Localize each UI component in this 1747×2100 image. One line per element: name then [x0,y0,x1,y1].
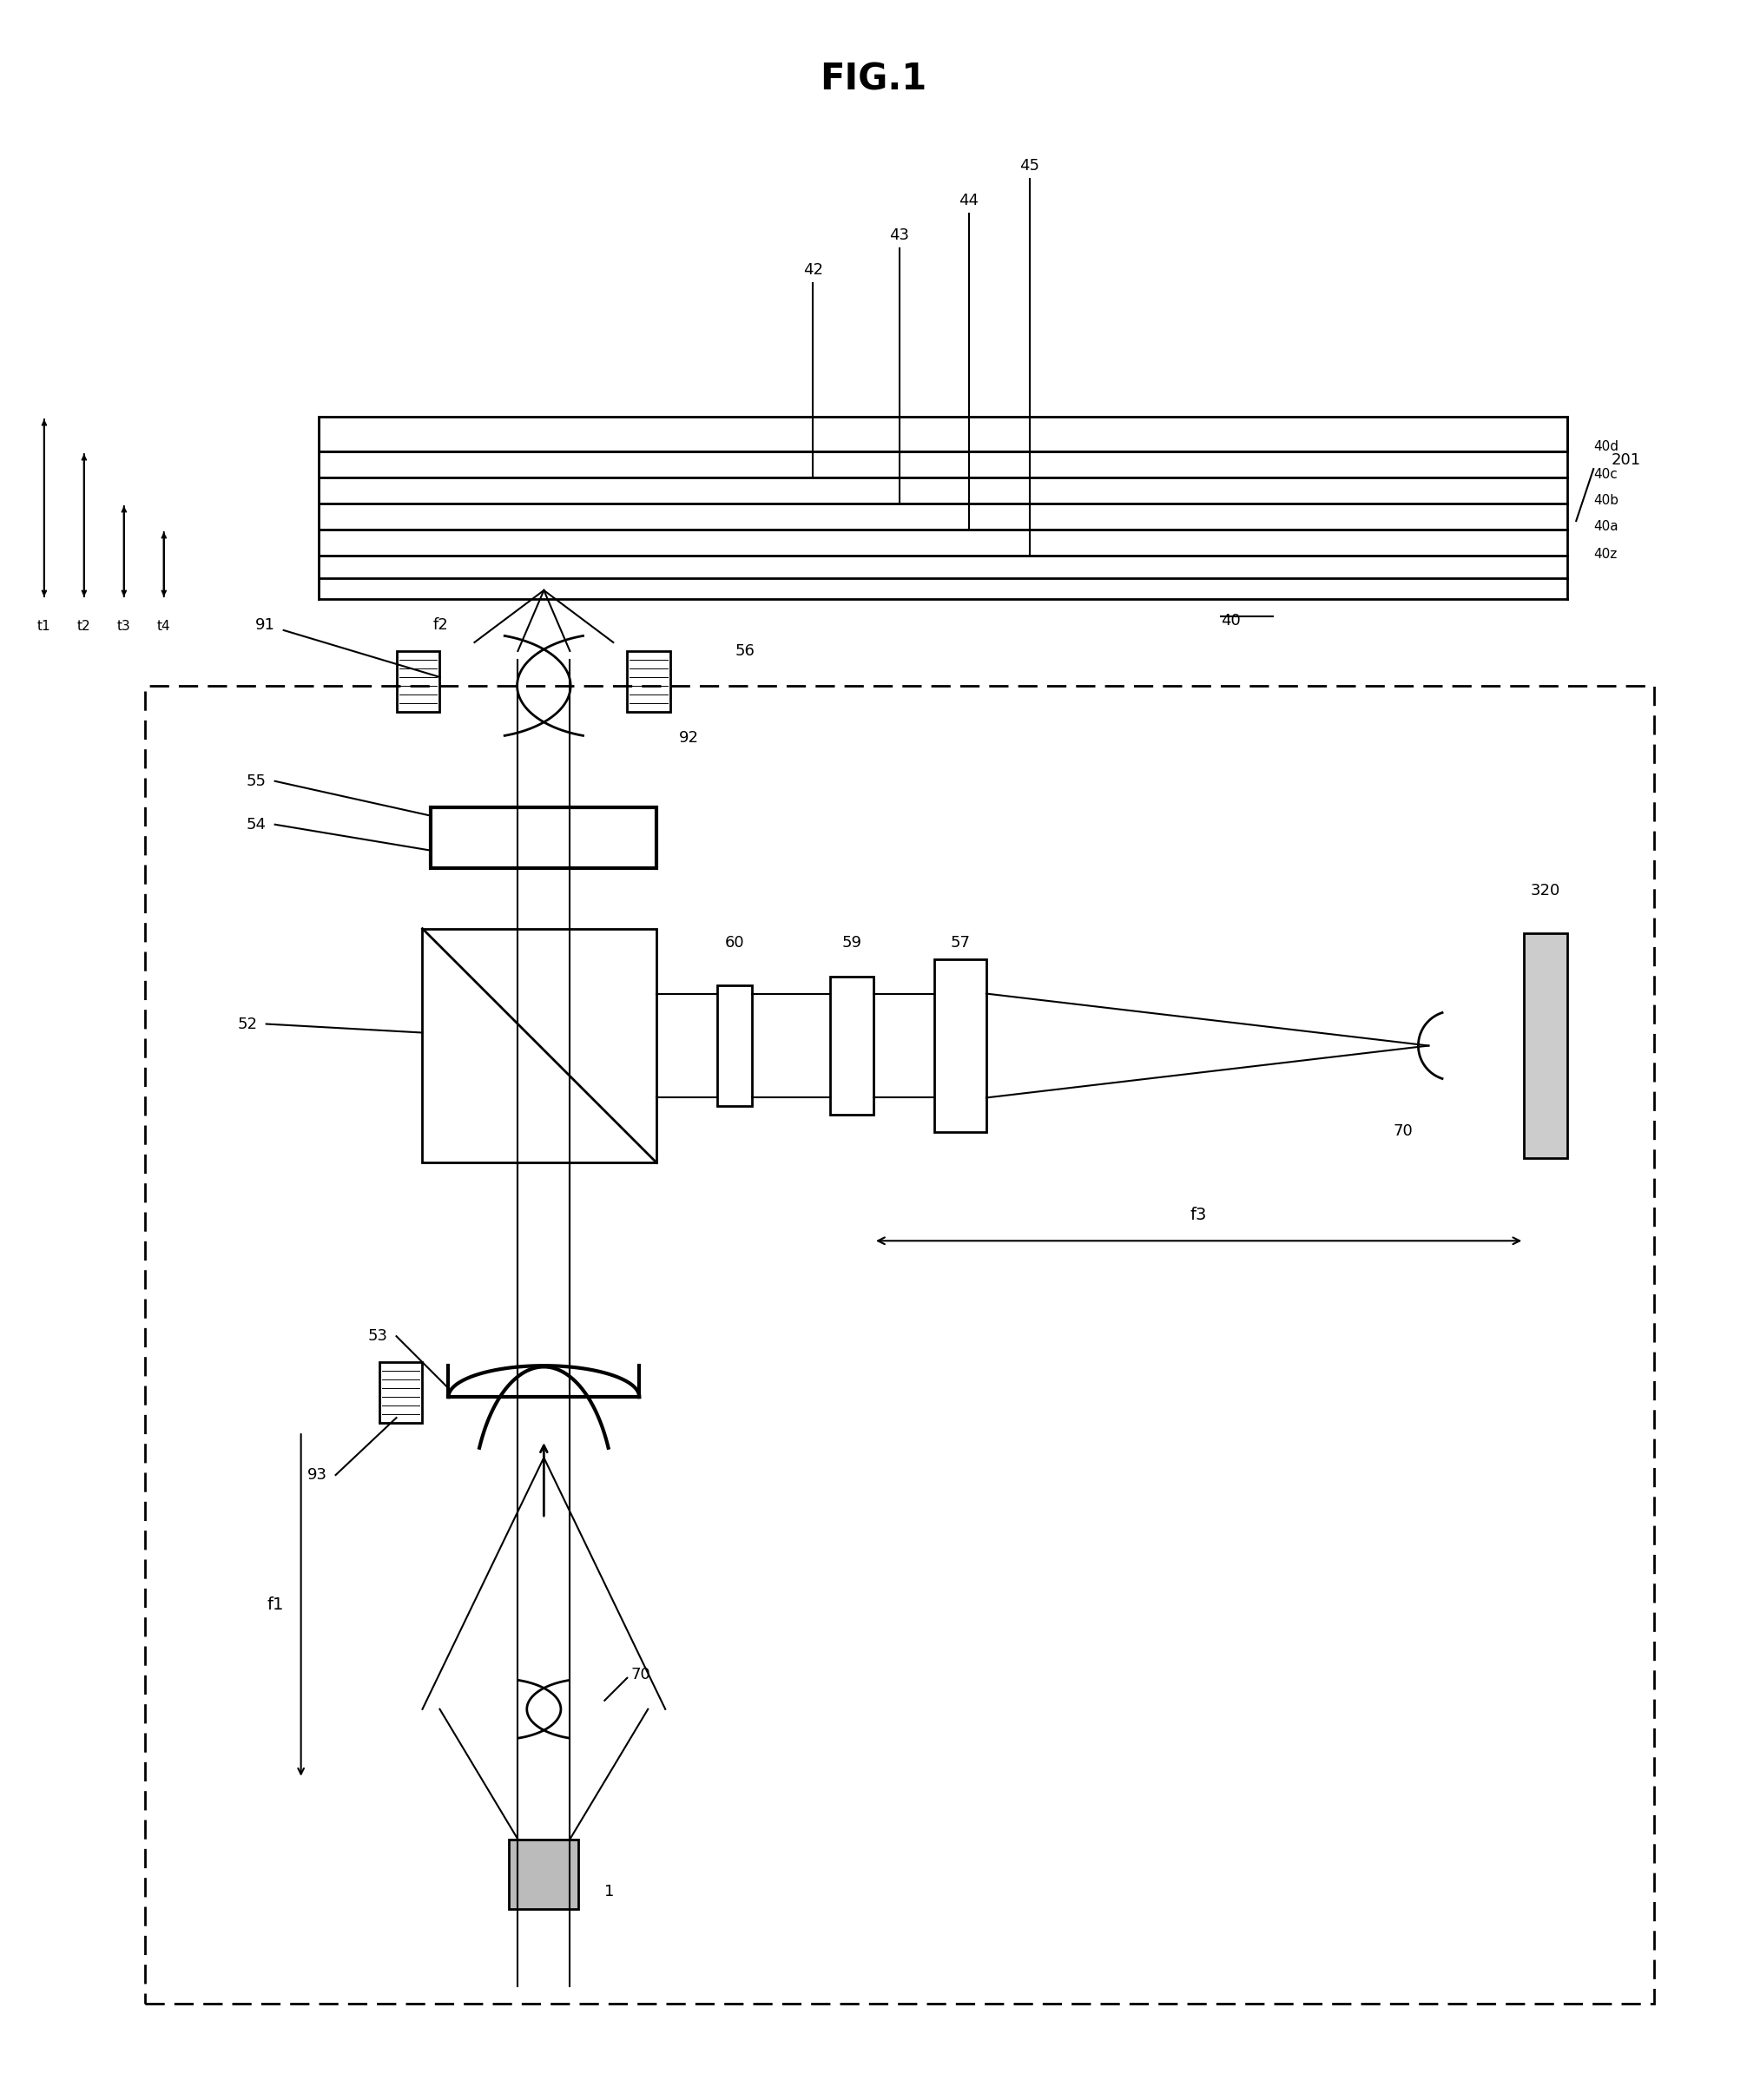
Bar [508,1840,578,1909]
Bar [397,651,440,712]
Text: 43: 43 [889,227,910,244]
Text: t2: t2 [77,620,91,632]
Text: FIG.1: FIG.1 [819,61,928,99]
Text: 201: 201 [1611,452,1640,468]
Text: 40b: 40b [1593,493,1619,506]
Text: 53: 53 [369,1329,388,1344]
Text: 40d: 40d [1593,439,1619,454]
Text: t1: t1 [37,620,51,632]
Text: 60: 60 [725,934,744,951]
Text: 45: 45 [1020,157,1039,174]
Text: 52: 52 [238,1016,257,1031]
Text: 54: 54 [246,817,266,832]
Text: f1: f1 [267,1596,283,1613]
Text: 92: 92 [680,731,699,745]
Text: 40z: 40z [1593,548,1618,561]
Text: 57: 57 [950,934,970,951]
Text: 44: 44 [959,193,978,208]
Text: 93: 93 [307,1468,327,1483]
Text: 40c: 40c [1593,468,1618,481]
Text: 40: 40 [1221,613,1240,628]
Text: 1: 1 [604,1884,615,1898]
Text: 70: 70 [631,1667,650,1682]
Bar [145,687,1654,2003]
Text: 56: 56 [735,643,755,659]
Text: 42: 42 [804,262,823,277]
Text: t3: t3 [117,620,131,632]
Text: 55: 55 [246,773,266,790]
Bar [935,960,987,1132]
Text: 40a: 40a [1593,519,1618,533]
Text: f3: f3 [1190,1208,1207,1224]
Text: t4: t4 [157,620,171,632]
Bar [1523,932,1567,1159]
Text: 59: 59 [842,934,861,951]
Bar [718,985,751,1107]
Text: 70: 70 [1392,1124,1413,1140]
Bar [627,651,671,712]
Bar [432,806,657,867]
Bar [830,976,874,1115]
Bar [423,928,657,1163]
Text: f2: f2 [433,617,449,632]
Text: 320: 320 [1530,882,1560,899]
Bar [379,1363,423,1424]
Text: 91: 91 [255,617,274,632]
